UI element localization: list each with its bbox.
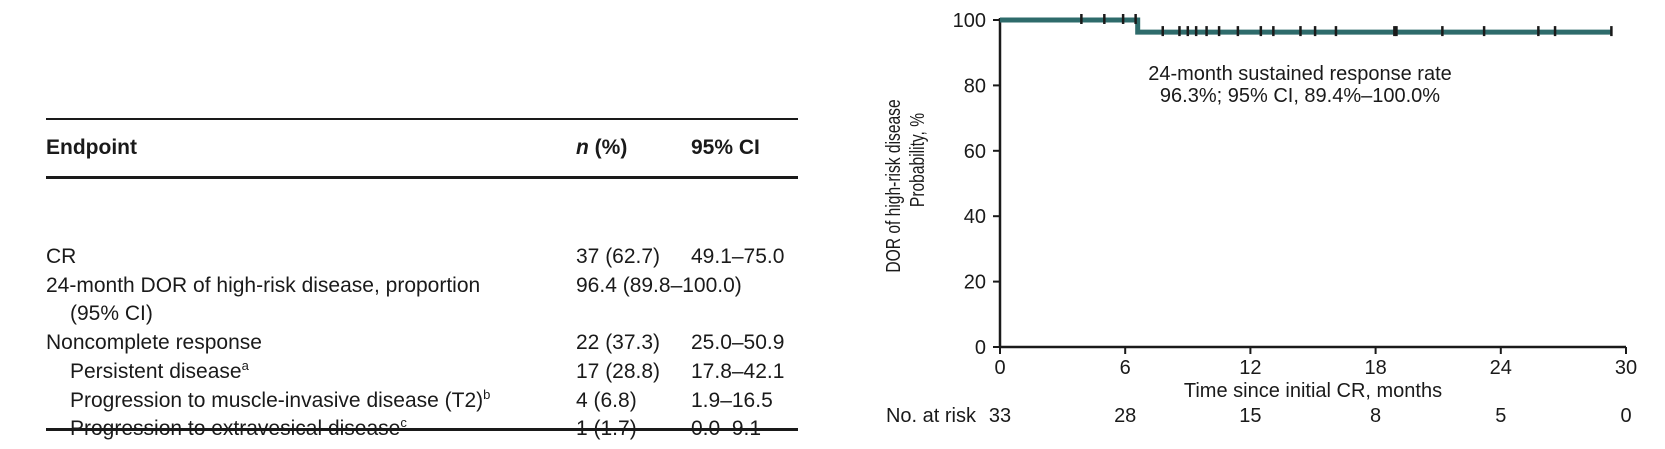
row-n: 96.4 (89.8–100.0) [576, 274, 742, 297]
risk-count: 28 [1114, 405, 1136, 427]
x-tick-label: 6 [1120, 357, 1131, 379]
risk-count: 5 [1495, 405, 1506, 427]
ticks: 0 20 40 60 80 100 0 6 12 18 24 30 [953, 10, 1638, 379]
y-axis-label-line-2: Probability, % [906, 113, 928, 207]
y-tick-label: 40 [964, 206, 986, 228]
row-n: 17 (28.8) [576, 360, 661, 383]
curve [1000, 17, 1612, 35]
x-tick-label: 30 [1615, 357, 1637, 379]
risk-count: 8 [1370, 405, 1381, 427]
x-tick-label: 0 [994, 357, 1005, 379]
header-endpoint: Endpoint [46, 136, 137, 159]
table-row: Progression to muscle-invasive disease (… [46, 387, 798, 419]
row-endpoint: CR [46, 245, 77, 268]
row-ci: 25.0–50.9 [691, 331, 785, 354]
header-ci: 95% CI [691, 136, 760, 159]
row-endpoint-text: Persistent disease [70, 360, 242, 383]
row-n: 22 (37.3) [576, 331, 661, 354]
row-endpoint: Progression to extravesical diseasec [70, 415, 407, 441]
risk-table-label: No. at risk [886, 405, 977, 427]
table-row: Progression to extravesical diseasec 1 (… [46, 415, 798, 447]
footnote-a: a [241, 358, 249, 373]
y-tick-label: 0 [975, 337, 986, 359]
x-tick-label: 18 [1364, 357, 1386, 379]
y-tick-label: 60 [964, 141, 986, 163]
endpoints-table: Endpoint n (%) 95% CI CR 37 (62.7) 49.1–… [46, 118, 798, 440]
footnote-c: c [400, 415, 407, 430]
row-n: 4 (6.8) [576, 389, 637, 412]
row-ci: 0.0–9.1 [691, 417, 762, 440]
y-tick-label: 80 [964, 75, 986, 97]
y-axis-label-line-1: DOR of high-risk disease [882, 99, 904, 272]
axes [998, 18, 1626, 349]
row-endpoint-text: Progression to muscle-invasive disease (… [70, 389, 484, 412]
row-ci: 1.9–16.5 [691, 389, 773, 412]
row-endpoint: Noncomplete response [46, 331, 262, 354]
x-tick-label: 12 [1239, 357, 1261, 379]
row-n: 37 (62.7) [576, 245, 661, 268]
x-axis-label: Time since initial CR, months [1184, 380, 1442, 402]
x-tick-label: 24 [1490, 357, 1512, 379]
header-n-italic: n [576, 136, 589, 159]
table-row: Noncomplete response 22 (37.3) 25.0–50.9 [46, 331, 798, 361]
censor-marks [1080, 14, 1613, 37]
row-ci: 49.1–75.0 [691, 245, 785, 268]
table-row: CR 37 (62.7) 49.1–75.0 [46, 245, 798, 275]
y-tick-label: 20 [964, 272, 986, 294]
risk-count: 15 [1239, 405, 1261, 427]
y-tick-label: 100 [953, 10, 986, 32]
table-body: CR 37 (62.7) 49.1–75.0 24-month DOR of h… [46, 179, 798, 440]
row-endpoint: Progression to muscle-invasive disease (… [70, 387, 491, 413]
header-n-rest: (%) [588, 136, 628, 159]
survival-curve [1000, 17, 1612, 35]
table-row: Persistent diseasea 17 (28.8) 17.8–42.1 [46, 358, 798, 390]
table-row-continuation: (95% CI) [46, 302, 798, 332]
table-row: 24-month DOR of high-risk disease, propo… [46, 274, 798, 304]
row-endpoint: 24-month DOR of high-risk disease, propo… [46, 274, 481, 297]
row-endpoint: Persistent diseasea [70, 358, 249, 384]
header-n-percent: n (%) [576, 136, 627, 160]
row-endpoint-text: Progression to extravesical disease [70, 417, 401, 440]
row-endpoint-continuation: (95% CI) [70, 302, 153, 325]
annotation-line-2: 96.3%; 95% CI, 89.4%–100.0% [1160, 85, 1440, 107]
row-ci: 17.8–42.1 [691, 360, 785, 383]
risk-count: 0 [1620, 405, 1631, 427]
row-n: 1 (1.7) [576, 417, 637, 440]
footnote-b: b [483, 387, 491, 402]
annotation-line-1: 24-month sustained response rate [1148, 63, 1452, 85]
table-header: Endpoint n (%) 95% CI [46, 120, 798, 179]
risk-count: 33 [989, 405, 1011, 427]
risk-table: No. at risk 33 28 15 8 5 0 [886, 405, 1632, 427]
